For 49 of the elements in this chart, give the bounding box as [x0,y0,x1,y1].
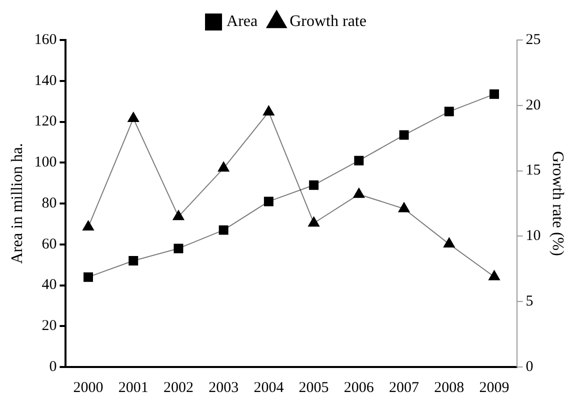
point [128,256,138,266]
point [490,89,499,99]
point [84,272,93,282]
x-tick-label: 2000 [73,380,104,396]
point [309,180,319,190]
x-tick-label: 2001 [118,380,148,396]
y-tick-label: 20 [42,318,57,334]
point [444,106,454,116]
point [308,216,320,227]
y-tick-label: 120 [34,114,57,130]
point [264,196,274,206]
x-tick-label: 2007 [389,380,420,396]
y-tick-label: 80 [42,195,57,212]
y2-tick-label: 5 [526,294,534,310]
point [128,112,140,122]
y-tick-label: 100 [34,154,57,171]
x-tick-label: 2003 [208,380,239,396]
x-tick-label: 2006 [344,380,374,396]
point [263,105,274,116]
x-tick-label: 2002 [163,380,194,396]
y-tick-label: 60 [42,236,57,252]
y-tick-label: 140 [34,72,57,89]
point [443,238,455,248]
x-tick-label: 2004 [254,380,284,396]
point [174,244,184,254]
point [398,202,410,212]
y-tick-label: 40 [42,277,57,294]
y-axis-title: Area in million ha. [8,143,26,264]
point [172,210,184,220]
point [218,162,230,172]
y2-tick-label: 15 [526,162,541,179]
x-tick-label: 2009 [479,380,510,396]
y2-tick-label: 20 [526,97,541,114]
x-tick-label: 2005 [298,380,329,396]
point [354,156,364,166]
legend-label: Growth rate [290,13,366,30]
y2-tick-label: 0 [526,358,534,375]
point [353,188,365,198]
y-tick-label: 0 [49,358,57,375]
point [488,270,500,280]
legend-label: Area [226,13,258,30]
point [218,225,228,235]
point [82,220,94,231]
y-tick-label: 160 [34,32,57,48]
x-tick-label: 2008 [434,380,464,396]
point [399,130,409,140]
y2-tick-label: 10 [526,228,541,244]
y2-axis-title: Growth rate (%) [549,151,566,256]
y2-tick-label: 25 [526,32,541,48]
